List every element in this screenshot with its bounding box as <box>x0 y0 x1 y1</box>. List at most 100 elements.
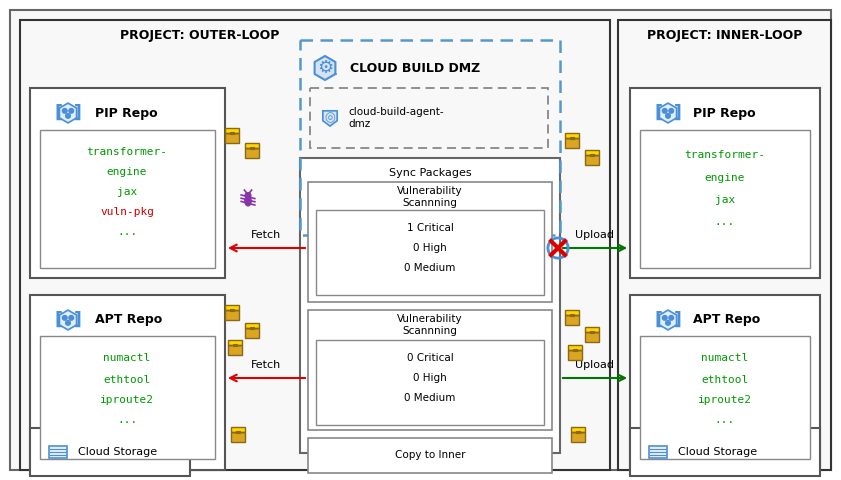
Circle shape <box>66 114 71 118</box>
Text: ⚙: ⚙ <box>317 59 333 77</box>
Bar <box>30 428 190 476</box>
Text: Fetch: Fetch <box>251 230 281 240</box>
Text: Vulnerability
Scannning: Vulnerability Scannning <box>397 186 463 208</box>
Text: Cloud Storage: Cloud Storage <box>678 447 757 457</box>
Text: PROJECT: OUTER-LOOP: PROJECT: OUTER-LOOP <box>120 28 280 41</box>
Circle shape <box>69 315 73 320</box>
Bar <box>230 132 234 134</box>
Bar <box>245 328 259 338</box>
Bar <box>236 431 240 433</box>
Text: vuln-pkg: vuln-pkg <box>100 207 154 217</box>
Bar <box>50 446 66 458</box>
Polygon shape <box>659 103 676 123</box>
Bar <box>618 20 831 470</box>
Bar <box>640 130 810 268</box>
Polygon shape <box>315 56 336 80</box>
Text: CLOUD BUILD DMZ: CLOUD BUILD DMZ <box>350 61 480 74</box>
Text: numactl: numactl <box>103 353 151 363</box>
Bar <box>225 133 239 143</box>
Circle shape <box>669 108 674 113</box>
Text: jax: jax <box>715 195 735 205</box>
Bar <box>228 340 242 345</box>
Bar <box>649 446 667 458</box>
Text: transformer-: transformer- <box>685 150 765 160</box>
Circle shape <box>669 315 674 320</box>
Bar <box>630 88 820 278</box>
Polygon shape <box>60 310 77 330</box>
Text: [: [ <box>654 311 662 329</box>
Text: ...: ... <box>715 415 735 425</box>
Bar <box>570 314 574 316</box>
Text: Vulnerability
Scannning: Vulnerability Scannning <box>397 314 463 336</box>
Circle shape <box>69 108 73 113</box>
Text: ethtool: ethtool <box>701 375 748 385</box>
Bar <box>568 350 582 360</box>
Bar <box>571 432 585 442</box>
Circle shape <box>666 114 670 118</box>
Text: APT Repo: APT Repo <box>95 313 162 326</box>
Text: [: [ <box>54 104 62 122</box>
Bar <box>630 295 820 470</box>
Bar <box>245 323 259 328</box>
Bar <box>574 349 577 351</box>
Text: Fetch: Fetch <box>251 360 281 370</box>
Text: jax: jax <box>117 187 137 197</box>
Bar <box>245 143 259 148</box>
Text: [: [ <box>654 104 662 122</box>
Circle shape <box>245 192 251 198</box>
Text: ...: ... <box>117 227 137 237</box>
Text: cloud-build-agent-
dmz: cloud-build-agent- dmz <box>348 107 443 129</box>
Bar <box>585 150 599 155</box>
Text: 0 High: 0 High <box>413 373 447 383</box>
Text: ]: ] <box>674 311 682 329</box>
Text: ethtool: ethtool <box>103 375 151 385</box>
Text: PIP Repo: PIP Repo <box>693 107 755 120</box>
Text: PROJECT: INNER-LOOP: PROJECT: INNER-LOOP <box>648 28 802 41</box>
Bar <box>576 431 579 433</box>
Polygon shape <box>323 111 337 126</box>
Bar <box>590 331 594 334</box>
Text: PIP Repo: PIP Repo <box>95 107 157 120</box>
Bar <box>308 310 552 430</box>
Bar <box>565 132 579 138</box>
Text: 0 Critical: 0 Critical <box>407 353 453 363</box>
Bar <box>565 315 579 325</box>
Bar <box>585 326 599 332</box>
Bar <box>565 310 579 315</box>
Bar <box>585 155 599 165</box>
Bar <box>40 336 215 459</box>
Circle shape <box>62 315 67 320</box>
Ellipse shape <box>245 196 251 206</box>
Bar <box>316 340 544 425</box>
Text: iproute2: iproute2 <box>100 395 154 405</box>
Circle shape <box>66 321 71 325</box>
Bar <box>251 327 254 329</box>
Bar <box>225 310 239 320</box>
Text: Upload: Upload <box>575 360 615 370</box>
Text: 1 Critical: 1 Critical <box>406 223 453 233</box>
Text: ...: ... <box>117 415 137 425</box>
Text: Sync Packages: Sync Packages <box>389 168 471 178</box>
Text: ◎: ◎ <box>325 111 336 124</box>
Text: ...: ... <box>715 217 735 227</box>
Text: ]: ] <box>74 311 82 329</box>
Text: engine: engine <box>107 167 147 177</box>
Bar <box>640 336 810 459</box>
Bar <box>20 20 610 470</box>
Circle shape <box>666 321 670 325</box>
Text: [: [ <box>54 311 62 329</box>
Text: 0 Medium: 0 Medium <box>405 263 456 273</box>
Text: Copy to Inner: Copy to Inner <box>394 450 465 460</box>
Circle shape <box>663 108 667 113</box>
Bar <box>568 345 582 350</box>
Text: Cloud Storage: Cloud Storage <box>78 447 157 457</box>
Bar <box>30 295 225 470</box>
Text: Upload: Upload <box>575 230 615 240</box>
Bar <box>308 438 552 473</box>
Bar <box>30 88 225 278</box>
Bar <box>308 182 552 302</box>
Bar <box>300 158 560 453</box>
Polygon shape <box>659 310 676 330</box>
Bar <box>245 148 259 158</box>
Polygon shape <box>60 103 77 123</box>
